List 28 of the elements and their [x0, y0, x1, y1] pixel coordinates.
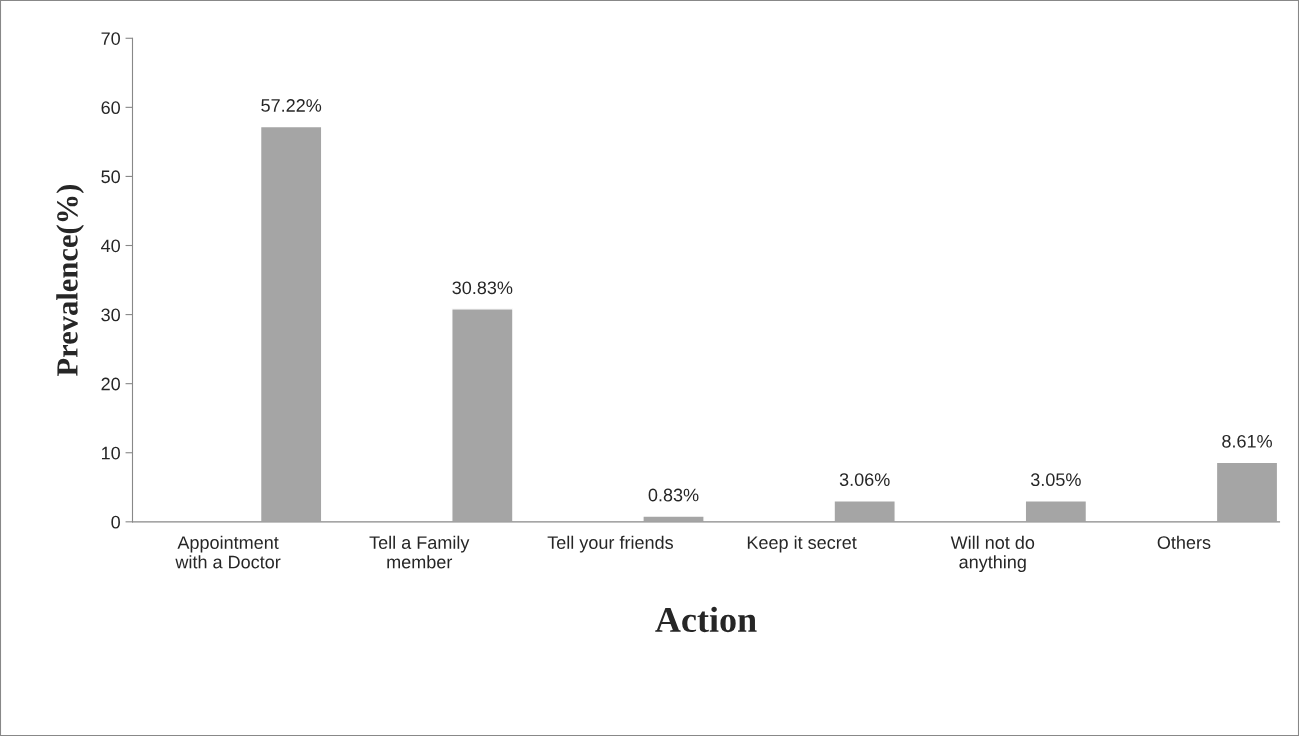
bar: [451, 308, 514, 522]
y-tick-label: 60: [101, 101, 120, 115]
bar: [1024, 500, 1088, 522]
y-tick-label: 40: [101, 239, 120, 253]
data-label: 30.83%: [452, 281, 513, 295]
data-label: 0.83%: [648, 488, 699, 502]
y-tick-label: 20: [101, 377, 120, 391]
x-tick-label: Tell your friends: [547, 535, 673, 553]
y-axis-title: Prevalence(%): [56, 184, 84, 376]
data-label: 57.22%: [261, 99, 322, 112]
y-tick-label: 70: [101, 32, 120, 45]
data-label: 8.61%: [1222, 434, 1272, 448]
x-tick-label: Appointment with a Doctor: [175, 535, 281, 569]
y-tick-label: 10: [101, 446, 120, 460]
data-label: 3.06%: [839, 473, 890, 487]
bar: [642, 515, 705, 522]
x-tick-label: Tell a Family member: [369, 535, 470, 569]
bar: [1215, 461, 1279, 522]
x-tick-label: Others: [1157, 535, 1211, 549]
y-tick-label: 30: [101, 308, 120, 322]
bar: [833, 499, 896, 522]
y-tick-label: 50: [101, 170, 120, 184]
bar: [259, 125, 323, 522]
x-tick-label: Will not do anything: [950, 535, 1035, 572]
y-tick-label: 0: [111, 515, 120, 529]
x-axis-title: Action: [655, 606, 757, 633]
data-label: 3.05%: [1030, 473, 1081, 487]
x-tick-label: Keep it secret: [747, 535, 857, 553]
